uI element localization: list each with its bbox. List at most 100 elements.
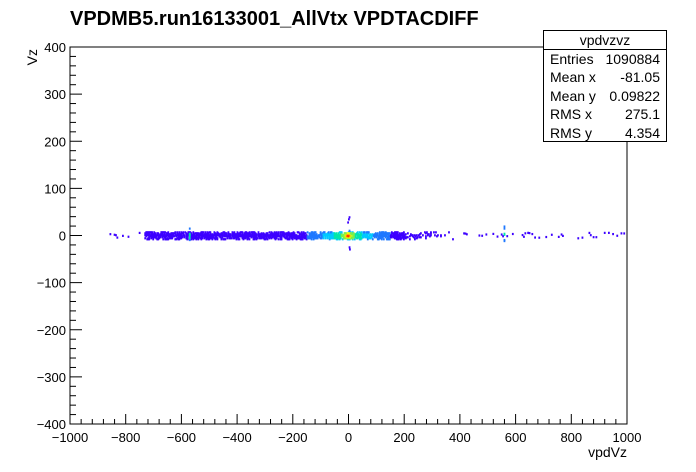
heatmap-cell [339,231,342,234]
heatmap-cell [188,227,191,230]
heatmap-cell [270,231,273,234]
heatmap-cell [163,236,166,239]
heatmap-cell [280,236,283,239]
heatmap-cell [356,236,359,239]
x-tick-label: −1000 [52,430,89,445]
heatmap-cell [368,234,371,237]
heatmap-cell [261,236,264,239]
heatmap-cell [428,233,430,236]
heatmap-cell [603,231,606,234]
heatmap-cell [397,234,400,237]
heatmap-cell [168,233,171,236]
heatmap-cell [189,231,192,234]
axes: −1000 −800 −600 −400 −200 0 200 400 600 800 1000−4… [37,40,642,445]
heatmap-cell [149,231,152,234]
heatmap-cell [400,234,403,237]
heatmap-cell [370,234,373,237]
heatmap-cell [402,234,405,237]
heatmap-cell [382,231,385,234]
x-tick-label: 800 [560,430,582,445]
heatmap-cell [263,238,266,241]
heatmap-cell [312,235,315,238]
heatmap-cell [334,235,337,238]
heatmap-cell [228,237,231,240]
heatmap-cell [400,237,403,240]
heatmap-cell [167,234,170,237]
heatmap-cell [205,233,208,236]
heatmap-cell [333,232,336,235]
heatmap-cell [329,236,332,239]
heatmap-cell [148,233,151,236]
heatmap-cell [252,236,255,239]
heatmap-cell [122,234,124,237]
heatmap-cell [336,234,339,237]
heatmap-cell [257,231,260,234]
heatmap-cell [162,231,165,234]
heatmap-cell [167,231,170,234]
heatmap-cell [301,238,304,241]
heatmap-cell [158,234,161,237]
heatmap-cell [241,231,244,234]
heatmap-cell [314,234,317,237]
heatmap-cell [272,233,275,236]
heatmap-cell [227,231,230,234]
heatmap-cell [394,235,397,238]
heatmap-cell [384,235,387,238]
heatmap-cell [226,237,229,240]
heatmap-cell [347,232,350,235]
heatmap-cell [382,233,385,236]
heatmap-cells [109,216,626,251]
heatmap-cell [304,237,307,240]
heatmap-cell [192,236,195,239]
heatmap-cell [201,237,204,240]
heatmap-cell [255,238,258,241]
heatmap-cell [203,233,206,236]
heatmap-cell [301,233,304,236]
heatmap-cell [214,232,217,235]
heatmap-cell [340,231,343,234]
heatmap-cell [292,236,295,239]
heatmap-cell [367,231,370,234]
heatmap-cell [255,233,258,236]
stat-label: Entries [550,51,594,67]
heatmap-cell [419,233,421,236]
heatmap-cell [290,232,293,235]
heatmap-cell [393,231,396,234]
heatmap-cell [252,238,255,241]
y-tick-label: 200 [44,134,66,149]
heatmap-cell [607,231,610,234]
heatmap-cell [330,233,333,236]
heatmap-cell [181,235,184,238]
heatmap-cell [144,232,147,235]
heatmap-cell [207,232,210,235]
heatmap-cell [233,231,236,234]
heatmap-cell [378,231,381,234]
heatmap-cell [317,234,320,237]
heatmap-cell [224,238,227,241]
heatmap-cell [157,232,160,235]
heatmap-cell [425,237,427,240]
heatmap-cell [219,233,222,236]
heatmap-cell [286,232,289,235]
heatmap-cell [386,236,389,239]
heatmap-cell [115,234,117,237]
heatmap-cell [155,237,158,240]
heatmap-cell [186,237,189,240]
heatmap-cell [330,237,333,240]
heatmap-cell [264,234,267,237]
heatmap-cell [426,231,428,234]
heatmap-cell [284,233,287,236]
heatmap-cell [247,236,250,239]
heatmap-cell [425,235,427,238]
heatmap-cell [244,234,247,237]
heatmap-cell [503,227,506,230]
heatmap-cell [353,238,356,241]
heatmap-cell [307,236,310,239]
heatmap-cell [396,231,399,234]
heatmap-cell [382,238,385,241]
heatmap-cell [208,238,211,241]
heatmap-cell [311,231,314,234]
stats-title: vpdvzvz [544,31,666,50]
heatmap-cell [481,234,484,237]
